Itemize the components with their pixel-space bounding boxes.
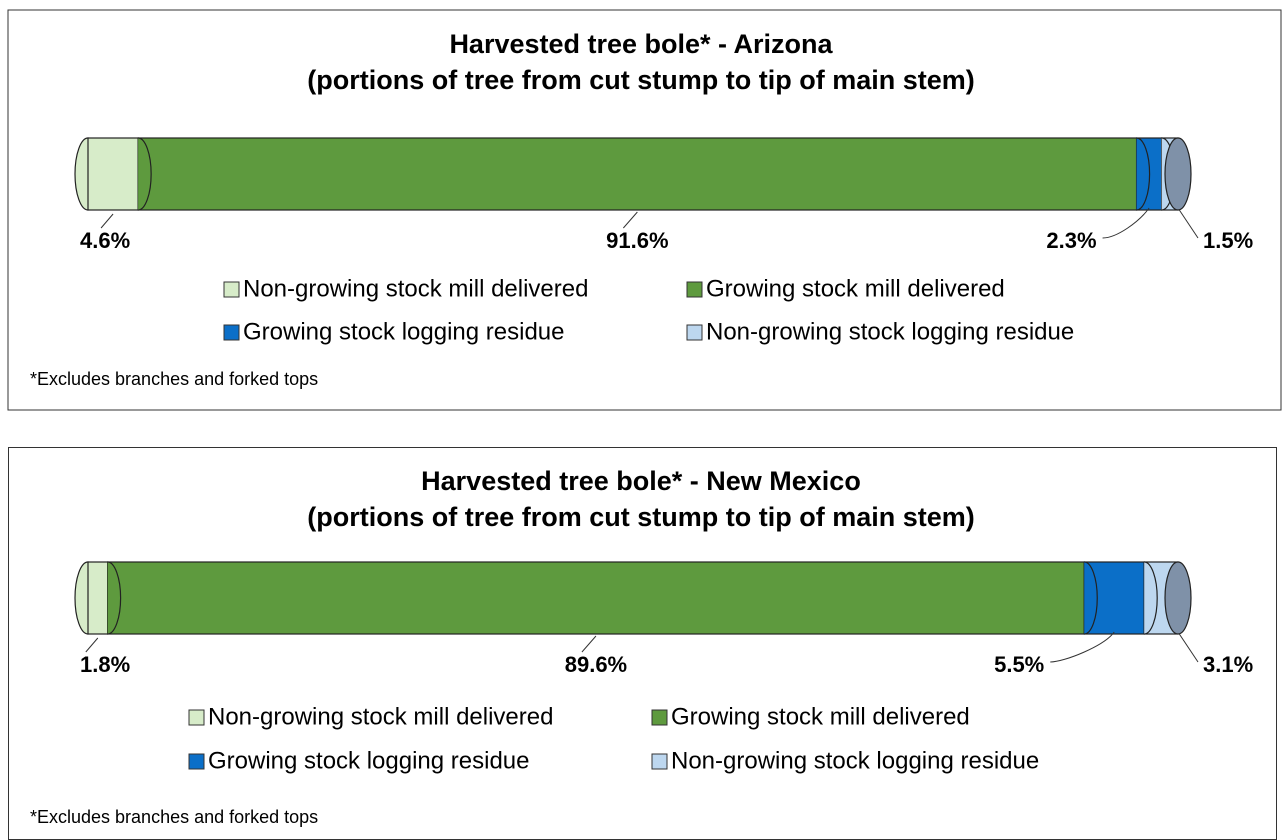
legend-label: Non-growing stock mill delivered — [243, 275, 588, 302]
value-label: 89.6% — [565, 652, 627, 677]
value-label: 3.1% — [1203, 652, 1253, 677]
value-label: 91.6% — [606, 228, 668, 253]
bar-cap — [1164, 561, 1192, 635]
value-label: 1.8% — [80, 652, 130, 677]
chart-title: Harvested tree bole* - New Mexico — [421, 466, 861, 496]
bar-edge — [1144, 561, 1158, 635]
bar-segment — [87, 561, 109, 635]
legend-label: Non-growing stock logging residue — [671, 747, 1039, 774]
value-label: 1.5% — [1203, 228, 1253, 253]
leader-line — [622, 211, 638, 229]
leader-line — [1177, 207, 1199, 239]
legend-label: Growing stock mill delivered — [706, 275, 1005, 302]
value-label: 5.5% — [994, 652, 1044, 677]
leader-line — [100, 213, 114, 229]
leader-line — [1177, 631, 1199, 663]
legend-label: Growing stock mill delivered — [671, 703, 970, 730]
leader-line — [581, 635, 597, 653]
legend-swatch — [651, 753, 668, 770]
bar-segment — [137, 137, 1138, 211]
legend-swatch — [223, 281, 240, 298]
leader-line — [1050, 631, 1115, 663]
legend-swatch — [188, 709, 205, 726]
legend-swatch — [188, 753, 205, 770]
chart-subtitle: (portions of tree from cut stump to tip … — [307, 502, 975, 532]
chart-frame — [8, 447, 1277, 840]
legend-label: Non-growing stock logging residue — [706, 318, 1074, 345]
footnote: *Excludes branches and forked tops — [30, 807, 318, 827]
leader-line — [85, 637, 99, 653]
bar-edge — [1084, 561, 1098, 635]
legend-label: Growing stock logging residue — [208, 747, 530, 774]
bar-segment — [87, 137, 139, 211]
leader-line — [1102, 207, 1150, 239]
chart-title: Harvested tree bole* - Arizona — [449, 29, 833, 59]
chart-subtitle: (portions of tree from cut stump to tip … — [307, 65, 975, 95]
bar-segment — [107, 561, 1085, 635]
bar-cap — [1164, 137, 1192, 211]
legend-label: Non-growing stock mill delivered — [208, 703, 553, 730]
legend-label: Growing stock logging residue — [243, 318, 565, 345]
legend-swatch — [223, 324, 240, 341]
legend-swatch — [686, 281, 703, 298]
legend-swatch — [686, 324, 703, 341]
legend-swatch — [651, 709, 668, 726]
bar-edge — [1136, 137, 1151, 211]
bar-edge — [138, 137, 152, 211]
value-label: 4.6% — [80, 228, 130, 253]
bar-edge — [107, 561, 122, 635]
footnote: *Excludes branches and forked tops — [30, 369, 318, 389]
value-label: 2.3% — [1046, 228, 1096, 253]
